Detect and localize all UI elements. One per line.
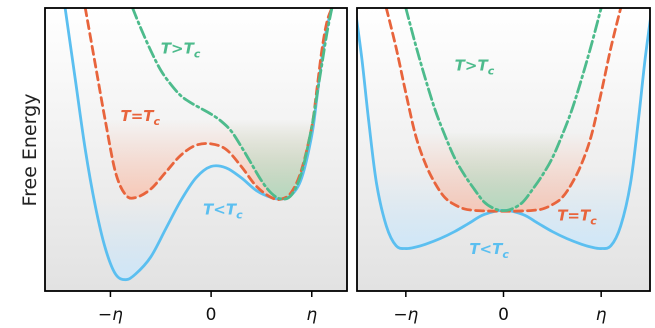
panel-right-fills [357, 8, 650, 249]
x-tick-label-left-2: η [306, 305, 317, 325]
y-axis-label: Free Energy [19, 94, 41, 207]
panel-left-curves [63, 8, 334, 282]
panel-right-curves [357, 8, 650, 250]
x-tick-label-right-1: 0 [498, 305, 509, 325]
curve-right-series-2 [404, 8, 603, 213]
series-label-text: T>T [455, 56, 490, 74]
x-tick-label-right-0: −η [393, 305, 418, 325]
series-label-right-2: T>Tc [455, 56, 495, 77]
panel-left-frame [44, 7, 348, 292]
panel-left-x-ticks: −η 0 η [98, 291, 317, 325]
series-label-text: T<T [203, 201, 238, 219]
fill-left-series-2 [132, 8, 332, 200]
x-tick-label-left-0: −η [98, 305, 123, 325]
series-label-text: T=T [557, 206, 592, 224]
curve-left-series-0 [63, 8, 334, 282]
panel-right-x-ticks: −η 0 η [393, 291, 607, 325]
fill-right-series-2 [405, 8, 602, 211]
series-label-subscript: c [488, 64, 495, 77]
series-label-left-0: T<Tc [203, 201, 243, 222]
series-label-text: T<T [469, 240, 504, 258]
series-label-text: T>T [161, 39, 196, 57]
x-tick-label-left-1: 0 [206, 305, 217, 325]
series-label-subscript: c [502, 248, 509, 261]
series-label-left-2: T>Tc [161, 39, 201, 60]
series-label-right-0: T<Tc [469, 240, 509, 261]
series-label-right-1: T=Tc [557, 206, 597, 227]
panel-left: T<TcT=TcT>Tc −η 0 η [44, 7, 348, 325]
panel-right: T<TcT=TcT>Tc −η 0 η [356, 7, 651, 325]
series-label-text: T=T [121, 107, 156, 125]
series-label-subscript: c [194, 47, 201, 60]
panel-left-curve-labels: T<TcT=TcT>Tc [121, 39, 244, 221]
curve-left-series-2 [131, 8, 334, 201]
series-label-subscript: c [154, 115, 161, 128]
series-label-subscript: c [236, 209, 243, 222]
series-label-left-1: T=Tc [121, 107, 161, 128]
x-tick-label-right-2: η [596, 305, 607, 325]
series-label-subscript: c [590, 214, 597, 227]
panel-right-curve-labels: T<TcT=TcT>Tc [455, 56, 598, 261]
